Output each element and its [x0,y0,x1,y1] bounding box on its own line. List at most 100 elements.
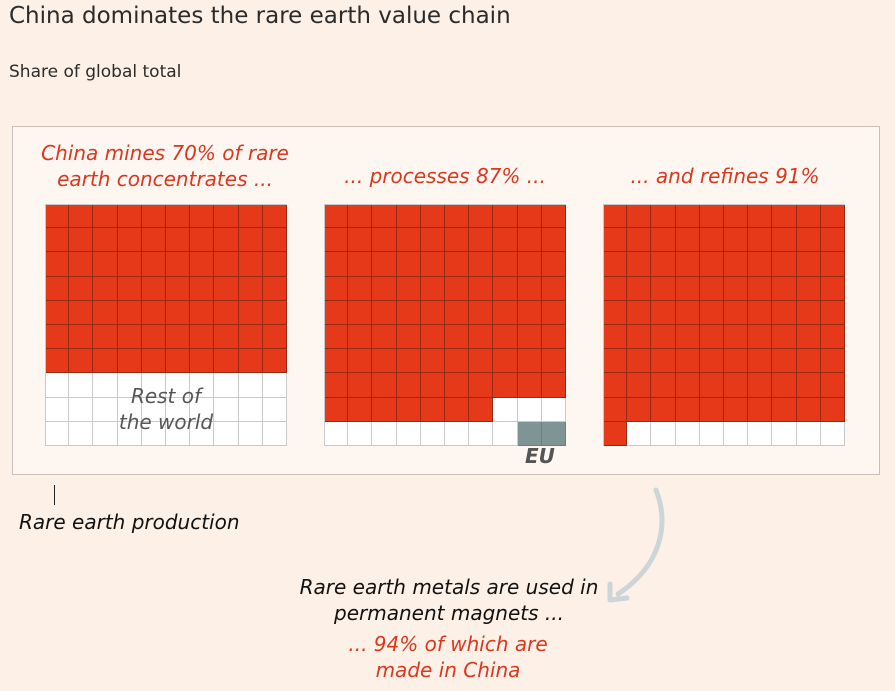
waffle-cell-china [820,228,845,253]
waffle-cell-china [748,325,773,350]
waffle-cell-china [772,252,797,277]
waffle-cell-china [372,397,397,422]
waffle-cell-china [772,276,797,301]
waffle-cell-china [627,228,652,253]
magnet-share-note: ... 94% of which are made in China [348,632,548,682]
waffle-cell-china [603,228,628,253]
waffle-cell-china [675,349,700,374]
waffle-cell-rest [420,421,445,446]
waffle-cell-china [627,349,652,374]
panel-heading-mining: China mines 70% of rare earth concentrat… [41,141,289,191]
waffle-cell-china [214,252,239,277]
waffle-cell-china [45,276,70,301]
waffle-cell-china [166,325,191,350]
waffle-cell-china [493,349,518,374]
waffle-cell-china [238,300,263,325]
waffle-cell-china [517,325,542,350]
waffle-cell-china [699,300,724,325]
waffle-cell-china [493,204,518,229]
waffle-cell-china [517,228,542,253]
waffle-cell-rest [348,421,373,446]
waffle-cell-china [93,300,118,325]
waffle-cell-rest [238,421,263,446]
waffle-cell-china [724,349,749,374]
waffle-cell-china [469,228,494,253]
waffle-cell-china [69,325,94,350]
waffle-cell-china [190,325,215,350]
waffle-cell-china [796,204,821,229]
waffle-cell-china [141,204,166,229]
waffle-cell-china [493,325,518,350]
waffle-cell-china [141,252,166,277]
waffle-cell-china [117,325,142,350]
waffle-cell-china [820,373,845,398]
waffle-cell-china [348,373,373,398]
waffle-cell-china [45,252,70,277]
waffle-cell-china [796,373,821,398]
waffle-cell-china [796,349,821,374]
waffle-cell-china [372,325,397,350]
waffle-cell-china [772,300,797,325]
waffle-cell-china [820,276,845,301]
waffle-cell-china [469,325,494,350]
rare-earth-production-label: Rare earth production [19,510,240,534]
waffle-cell-china [348,325,373,350]
waffle-cell-china [214,204,239,229]
waffle-cell-china [724,300,749,325]
waffle-cell-china [372,276,397,301]
waffle-cell-rest [493,421,518,446]
waffle-cell-china [141,325,166,350]
waffle-cell-rest [45,397,70,422]
waffle-cell-china [324,228,349,253]
waffle-cell-china [166,204,191,229]
waffle-cell-china [324,349,349,374]
waffle-cell-rest [117,373,142,398]
waffle-cell-china [772,325,797,350]
waffle-cell-china [493,276,518,301]
magnet-note: Rare earth metals are used in permanent … [299,575,599,625]
waffle-cell-china [603,373,628,398]
waffle-cell-china [603,397,628,422]
waffle-cell-china [69,252,94,277]
waffle-cell-china [651,228,676,253]
waffle-cell-china [238,325,263,350]
waffle-cell-china [445,349,470,374]
waffle-cell-china [396,228,421,253]
waffle-cell-china [517,276,542,301]
waffle-cell-china [190,276,215,301]
waffle-cell-china [651,276,676,301]
waffle-cell-china [262,276,287,301]
waffle-cell-china [324,373,349,398]
annotation-tick [54,485,55,505]
waffle-cell-china [796,276,821,301]
waffle-cell-china [445,252,470,277]
waffle-cell-china [420,204,445,229]
waffle-cell-china [469,397,494,422]
waffle-cell-china [262,349,287,374]
waffle-cell-china [627,373,652,398]
waffle-cell-china [675,397,700,422]
waffle-cell-china [348,228,373,253]
waffle-cell-china [69,300,94,325]
chart-title: China dominates the rare earth value cha… [9,3,511,29]
waffle-cell-rest [141,421,166,446]
waffle-cell-china [724,397,749,422]
waffle-cell-china [603,325,628,350]
waffle-cell-rest [214,421,239,446]
waffle-cell-rest [699,421,724,446]
waffle-cell-china [262,252,287,277]
waffle-cell-china [348,204,373,229]
waffle-cell-china [469,204,494,229]
waffle-cell-rest [190,373,215,398]
waffle-cell-china [772,204,797,229]
waffle-cell-china [699,373,724,398]
waffle-cell-china [238,276,263,301]
waffle-cell-rest [820,421,845,446]
waffle-cell-china [69,349,94,374]
waffle-cell-china [699,349,724,374]
waffle-cell-china [372,228,397,253]
waffle-cell-rest [796,421,821,446]
waffle-cell-china [117,276,142,301]
waffle-cell-china [372,349,397,374]
waffle-cell-china [699,397,724,422]
